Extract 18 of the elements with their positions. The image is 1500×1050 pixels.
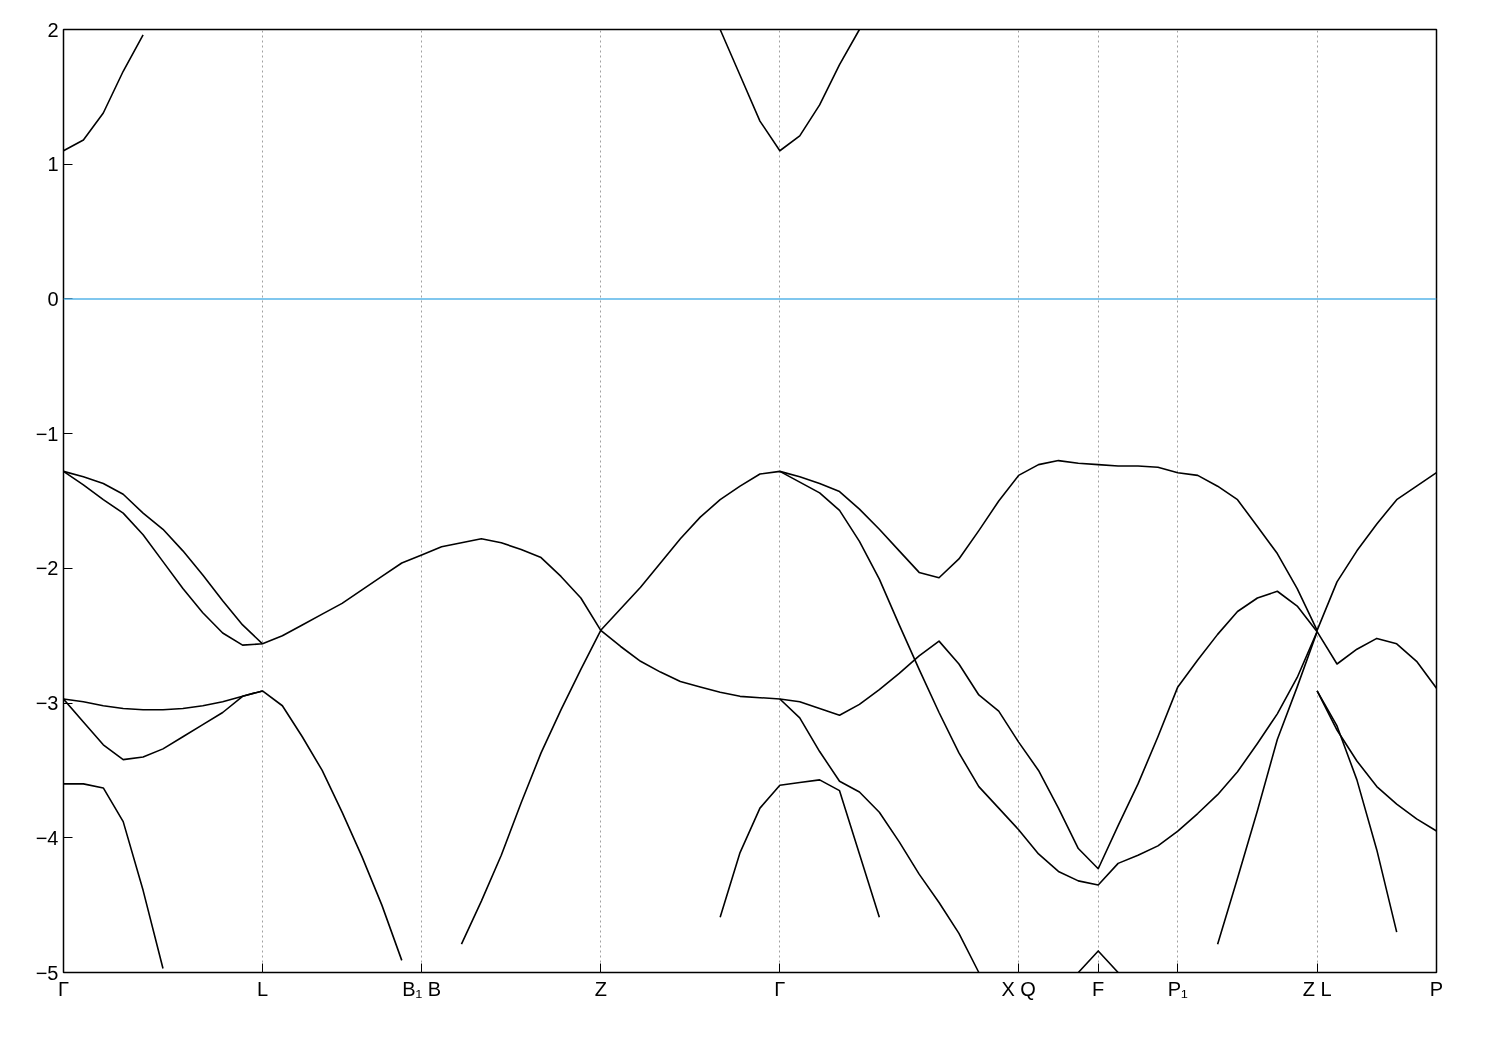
y-tick-label: −1 [35, 422, 59, 445]
y-tick-label: 0 [47, 287, 59, 310]
y-tick-label: 1 [47, 153, 59, 176]
x-tick-label: X Q [1001, 977, 1036, 1000]
x-tick-label: Γ [774, 977, 786, 1000]
x-tick-label: L [256, 977, 269, 1000]
x-tick-label: B₁ B [402, 977, 442, 1000]
y-tick-label: −4 [35, 826, 59, 849]
y-tick-label: −2 [35, 557, 59, 580]
x-tick-label: Z [594, 977, 607, 1000]
x-tick-label: P₁ [1167, 977, 1189, 1000]
x-tick-label: F [1092, 977, 1105, 1000]
x-tick-label: Γ [57, 977, 70, 1000]
y-tick-label: 2 [47, 18, 59, 41]
x-tick-label: P [1429, 977, 1444, 1000]
x-tick-label: Z L [1302, 977, 1332, 1000]
y-tick-label: −5 [35, 961, 59, 984]
y-tick-label: −3 [35, 692, 59, 715]
